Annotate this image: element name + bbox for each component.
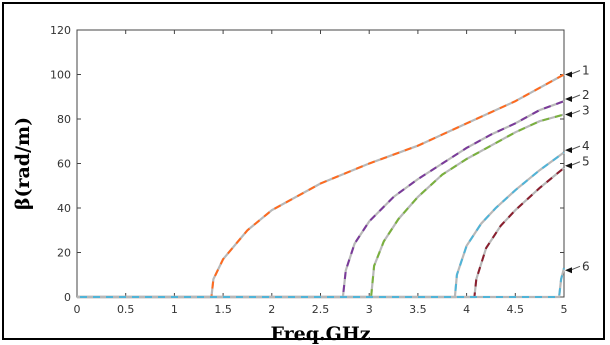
series-3-line [77,113,565,298]
y-axis-label: β(rad/m) [12,117,34,210]
mode-label-1: 1 [582,64,590,78]
x-tick-label: 2.5 [312,303,330,316]
series-5-underlay [77,167,565,299]
mode-label-3-arrowhead [565,111,572,118]
series-5-line [77,167,565,298]
x-tick-label: 3.5 [409,303,427,316]
x-tick-label: 2 [268,303,275,316]
mode-label-4-arrowhead [565,147,572,154]
mode-label-5-arrowhead [565,162,572,169]
series-group [77,73,566,299]
series-4-line [77,151,565,298]
x-tick-label: 4 [463,303,470,316]
figure-frame [2,2,605,340]
y-tick-label: 0 [64,291,71,304]
x-tick-label: 0.5 [117,303,135,316]
x-tick-label: 5 [561,303,568,316]
series-2-underlay [77,100,565,299]
plot-area-border [76,29,565,298]
y-tick-label: 120 [50,24,71,37]
mode-label-4: 4 [582,139,590,153]
mode-label-2-arrowhead [565,95,572,102]
y-tick-label: 40 [57,202,71,215]
mode-label-1-arrowhead [565,71,572,78]
series-4-underlay [77,151,565,299]
series-3-underlay [77,113,565,299]
y-tick-label: 60 [57,158,71,171]
series-2-line [77,100,565,298]
mode-label-6-arrowhead [565,267,572,274]
series-1-line [77,73,565,298]
mode-label-6: 6 [582,259,590,273]
x-tick-label: 1.5 [214,303,232,316]
y-tick-label: 100 [50,69,71,82]
series-1-underlay [77,73,565,299]
mode-label-2: 2 [582,88,590,102]
x-tick-label: 4.5 [507,303,525,316]
y-tick-label: 20 [57,247,71,260]
series-6-line [77,267,565,298]
x-tick-label: 0 [74,303,81,316]
x-tick-label: 3 [366,303,373,316]
x-tick-label: 1 [171,303,178,316]
y-tick-label: 80 [57,113,71,126]
series-6-underlay [77,267,566,299]
mode-label-3: 3 [582,104,590,118]
mode-label-5: 5 [582,155,590,169]
x-axis-label: Freq.GHz [270,323,370,345]
